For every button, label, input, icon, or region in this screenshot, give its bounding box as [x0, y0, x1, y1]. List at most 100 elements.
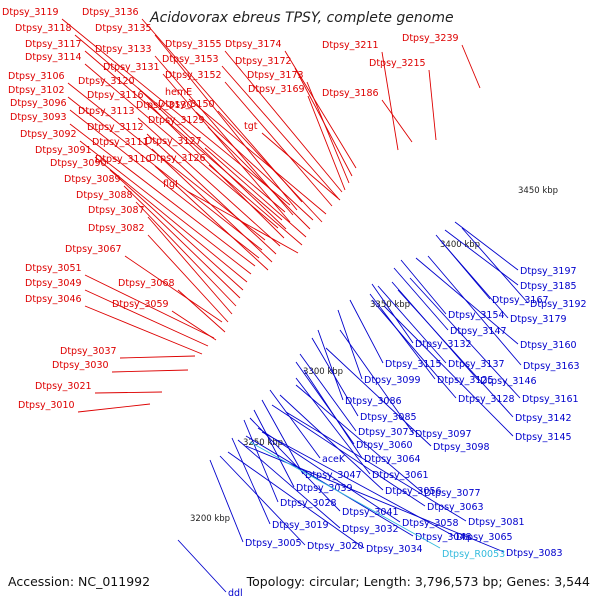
reverse-callout-line	[311, 337, 359, 417]
forward-callout-line	[119, 355, 196, 359]
reverse-callout-line	[231, 437, 271, 525]
forward-gene-label: Dtpsy_3174	[225, 39, 282, 50]
reverse-gene-label: Dtpsy_3041	[342, 507, 399, 518]
forward-gene-label: Dtpsy_3150	[158, 99, 215, 110]
reverse-gene-label: Dtpsy_3019	[272, 520, 329, 531]
reverse-gene-label: Dtpsy_3179	[510, 314, 567, 325]
reverse-gene-label: Dtpsy_3048	[415, 532, 472, 543]
forward-callout-line	[154, 34, 298, 211]
forward-callout-line	[67, 96, 263, 251]
scale-label: 3200 kbp	[190, 514, 230, 524]
reverse-gene-label: Dtpsy_3083	[506, 548, 563, 559]
forward-gene-label: Dtpsy_3106	[8, 71, 65, 82]
forward-gene-label: Dtpsy_3186	[322, 88, 379, 99]
map-title: Acidovorax ebreus TPSY, complete genome	[150, 10, 454, 26]
forward-gene-label: Dtpsy_3127	[145, 136, 202, 147]
reverse-callout-line	[439, 239, 509, 319]
scale-label: 3300 kbp	[303, 367, 343, 377]
reverse-gene-label: Dtpsy_3061	[372, 470, 429, 481]
forward-callout-line	[162, 73, 291, 223]
reverse-callout-line	[369, 293, 436, 380]
forward-gene-label: Dtpsy_3119	[2, 7, 59, 18]
forward-callout-line	[381, 99, 413, 143]
forward-callout-line	[84, 274, 215, 339]
reverse-callout-line	[271, 404, 426, 507]
forward-callout-line	[207, 126, 311, 230]
forward-callout-line	[94, 156, 248, 283]
forward-callout-line	[84, 289, 209, 347]
forward-gene-label: Dtpsy_3068	[118, 278, 175, 289]
forward-gene-label: Dtpsy_3037	[60, 346, 117, 357]
forward-gene-label: Dtpsy_3059	[112, 299, 169, 310]
reverse-callout-line	[427, 255, 522, 366]
forward-callout-line	[224, 81, 333, 207]
reverse-callout-line	[317, 329, 344, 401]
reverse-gene-label: Dtpsy_3098	[433, 442, 490, 453]
reverse-gene-label: Dtpsy_3034	[366, 544, 423, 555]
reverse-gene-label: Dtpsy_3073	[358, 427, 415, 438]
forward-gene-label: Dtpsy_3091	[35, 145, 92, 156]
reverse-callout-line	[243, 419, 279, 503]
forward-callout-line	[154, 165, 269, 271]
reverse-callout-line	[339, 329, 414, 434]
reverse-gene-label: Dtpsy_3160	[520, 340, 577, 351]
reverse-callout-line	[397, 289, 514, 418]
forward-gene-label: tgt	[244, 121, 258, 132]
forward-gene-label: Dtpsy_3116	[87, 90, 144, 101]
reverse-gene-label: aceK	[322, 454, 346, 465]
scale-labels: 3450 kbp 3400 kbp 3350 kbp 3300 kbp 3250 kbp…	[190, 186, 558, 524]
forward-gene-label: Dtpsy_3153	[162, 54, 219, 65]
forward-callout-line	[217, 110, 323, 223]
scale-label: 3400 kbp	[440, 240, 480, 250]
reverse-gene-label: Dtpsy_3142	[515, 413, 572, 424]
forward-gene-label: Dtpsy_3021	[35, 381, 92, 392]
reverse-gene-label: Dtpsy_3099	[364, 375, 421, 386]
forward-callout-line	[124, 255, 223, 323]
forward-callout-line	[69, 123, 256, 267]
forward-gene-label: Dtpsy_3155	[165, 39, 222, 50]
forward-gene-label: Dtpsy_3215	[369, 58, 426, 69]
forward-gene-label: Dtpsy_3093	[10, 112, 67, 123]
forward-callout-line	[74, 34, 286, 213]
forward-gene-label: Dtpsy_3135	[95, 23, 152, 34]
forward-gene-label: Dtpsy_3117	[25, 39, 82, 50]
forward-gene-label: Dtpsy_3082	[88, 223, 145, 234]
forward-gene-label: Dtpsy_3112	[87, 122, 144, 133]
reverse-callout-line	[253, 409, 295, 488]
forward-callout-line	[224, 50, 343, 193]
forward-gene-label: Dtpsy_3131	[103, 62, 160, 73]
forward-callout-line	[135, 201, 237, 307]
reverse-callout-line	[219, 455, 306, 546]
reverse-callout-line	[393, 267, 449, 331]
forward-callout-line	[94, 391, 163, 394]
accession-text: Accession: NC_011992	[8, 574, 151, 589]
reverse-gene-label: Dtpsy_3128	[458, 394, 515, 405]
reverse-gene-label: Dtpsy_3192	[530, 299, 587, 310]
forward-gene-label: Dtpsy_3152	[165, 70, 222, 81]
forward-callout-line	[188, 98, 327, 215]
reverse-callout-line	[177, 539, 227, 593]
forward-callout-line	[151, 148, 273, 263]
summary-text: Topology: circular; Length: 3,796,573 bp…	[246, 574, 590, 589]
forward-callout-line	[186, 190, 299, 254]
reverse-gene-label: Dtpsy_3032	[342, 524, 399, 535]
forward-gene-label: Dtpsy_3126	[149, 153, 206, 164]
forward-callout-line	[147, 234, 229, 323]
forward-gene-label: Dtpsy_3136	[82, 7, 139, 18]
forward-gene-label: Dtpsy_3010	[18, 400, 75, 411]
forward-gene-label: Dtpsy_3030	[52, 360, 109, 371]
reverse-callout-line	[325, 347, 432, 447]
forward-gene-label: Dtpsy_3111	[92, 137, 149, 148]
forward-callout-line	[137, 117, 281, 247]
forward-gene-label: Dtpsy_3239	[402, 33, 459, 44]
reverse-gene-label: Dtpsy_3185	[520, 281, 577, 292]
forward-callout-line	[261, 132, 341, 201]
forward-gene-label: Dtpsy_3046	[25, 294, 82, 305]
reverse-gene-label: Dtpsy_3086	[345, 396, 402, 407]
reverse-gene-label: Dtpsy_3064	[364, 454, 421, 465]
reverse-gene-label: Dtpsy_3056	[385, 486, 442, 497]
reverse-gene-label: Dtpsy_3145	[515, 432, 572, 443]
reverse-callout-line	[371, 299, 457, 399]
forward-gene-label: Dtpsy_3049	[25, 278, 82, 289]
reverse-callout-line	[377, 285, 447, 364]
